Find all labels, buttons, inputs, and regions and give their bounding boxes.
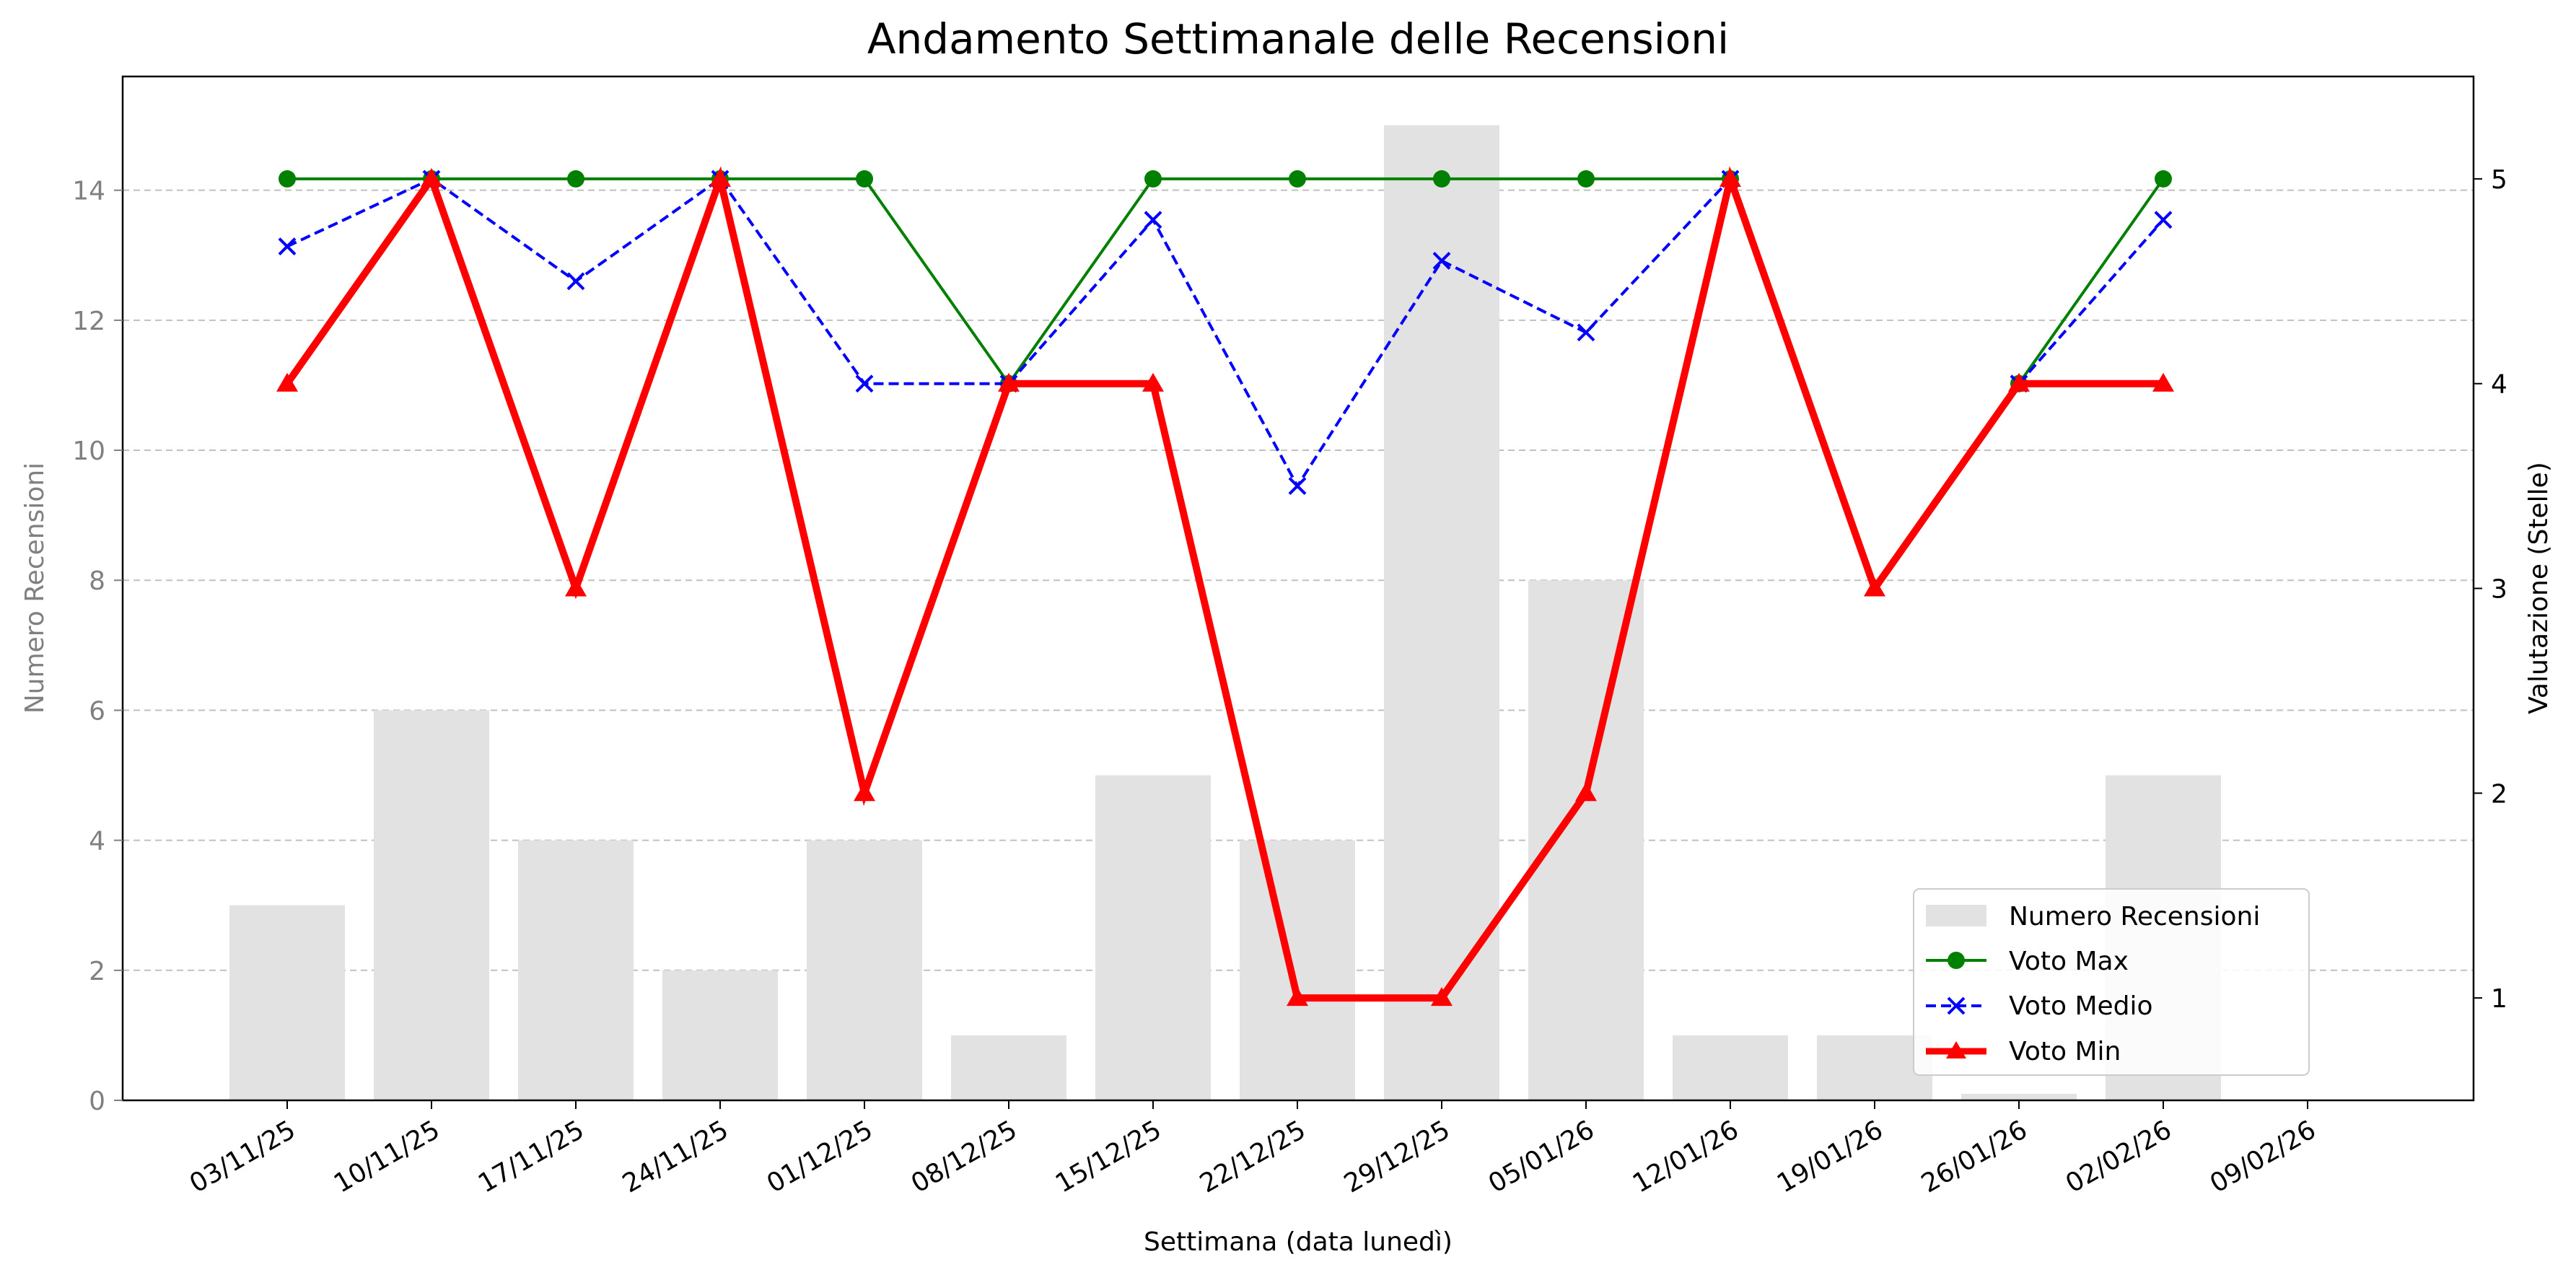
series-line: [2018, 177, 2165, 385]
legend-label-min: Voto Min: [2009, 1037, 2121, 1066]
data-point-min: [565, 577, 587, 597]
data-point-mean: [1432, 252, 1451, 270]
bar: [1095, 775, 1211, 1100]
data-point-max: [1433, 170, 1450, 188]
data-point-min: [998, 372, 1020, 392]
data-point-mean: [855, 374, 874, 393]
legend-marker-min: [1946, 1041, 1966, 1058]
y-tick-label-left: 12: [72, 307, 105, 336]
legend-swatch-bar: [1926, 905, 1986, 926]
data-point-mean: [278, 237, 297, 255]
data-point-min: [1287, 987, 1308, 1007]
data-point-mean: [1288, 477, 1307, 496]
data-point-max: [2155, 170, 2172, 188]
data-point-min: [276, 372, 298, 392]
legend-marker-max: [1948, 952, 1965, 969]
y-tick-label-right: 1: [2491, 984, 2507, 1014]
data-point-min: [1575, 782, 1597, 802]
bar: [374, 710, 489, 1100]
legend-marker-mean: [1947, 996, 1966, 1015]
bar: [518, 840, 634, 1100]
y-tick-label-left: 10: [72, 437, 105, 466]
data-point-mean: [1577, 323, 1595, 342]
y-tick-label-right: 2: [2491, 779, 2507, 809]
data-point-min: [1431, 987, 1453, 1007]
data-point-min: [709, 167, 731, 187]
legend-label-mean: Voto Medio: [2009, 991, 2153, 1021]
y-tick-label-left: 0: [89, 1087, 105, 1116]
bar: [807, 840, 922, 1100]
data-point-min: [1719, 167, 1741, 187]
bar: [1961, 1093, 2077, 1100]
y-tick-label-left: 14: [72, 177, 105, 206]
data-point-min: [1142, 372, 1164, 392]
legend: Numero Recensioni Voto Max Voto Medio Vo…: [1913, 888, 2310, 1076]
bar: [951, 1035, 1066, 1100]
data-point-max: [1289, 170, 1306, 188]
data-point-min: [2008, 372, 2030, 392]
bar: [1240, 840, 1355, 1100]
line-series: [276, 166, 2174, 1007]
data-point-max: [856, 170, 873, 188]
bar: [229, 905, 345, 1100]
data-point-min: [1864, 577, 1885, 597]
y-axis-label-left: Numero Recensioni: [20, 463, 50, 714]
data-point-max: [1577, 170, 1595, 188]
bar: [662, 970, 778, 1100]
data-point-mean: [566, 272, 585, 291]
data-point-max: [567, 170, 584, 188]
data-point-mean: [2154, 211, 2173, 229]
y-tick-label-right: 5: [2491, 165, 2507, 195]
data-point-max: [279, 170, 296, 188]
y-tick-label-right: 4: [2491, 370, 2507, 400]
series-line: [284, 166, 2163, 1002]
data-point-min: [421, 167, 442, 187]
series-line: [286, 177, 1732, 489]
y-tick-label-left: 8: [89, 566, 105, 596]
bar: [1528, 580, 1644, 1100]
y-axis-label-right: Valutazione (Stelle): [2524, 462, 2554, 714]
x-axis-label: Settimana (data lunedì): [1144, 1227, 1453, 1257]
bar: [1673, 1035, 1788, 1100]
data-point-min: [2152, 372, 2174, 392]
bar: [1384, 125, 1499, 1101]
data-point-min: [854, 782, 875, 802]
y-tick-label-left: 4: [89, 827, 105, 856]
y-tick-label-left: 6: [89, 696, 105, 726]
data-point-max: [1144, 170, 1162, 188]
data-point-mean: [1144, 211, 1162, 229]
legend-label-bars: Numero Recensioni: [2009, 902, 2260, 931]
series-line: [2018, 219, 2165, 385]
chart-title: Andamento Settimanale delle Recensioni: [867, 14, 1729, 63]
legend-box: [1913, 888, 2310, 1076]
y-tick-label-right: 3: [2491, 575, 2507, 605]
legend-label-max: Voto Max: [2009, 947, 2129, 976]
y-tick-label-left: 2: [89, 957, 105, 986]
